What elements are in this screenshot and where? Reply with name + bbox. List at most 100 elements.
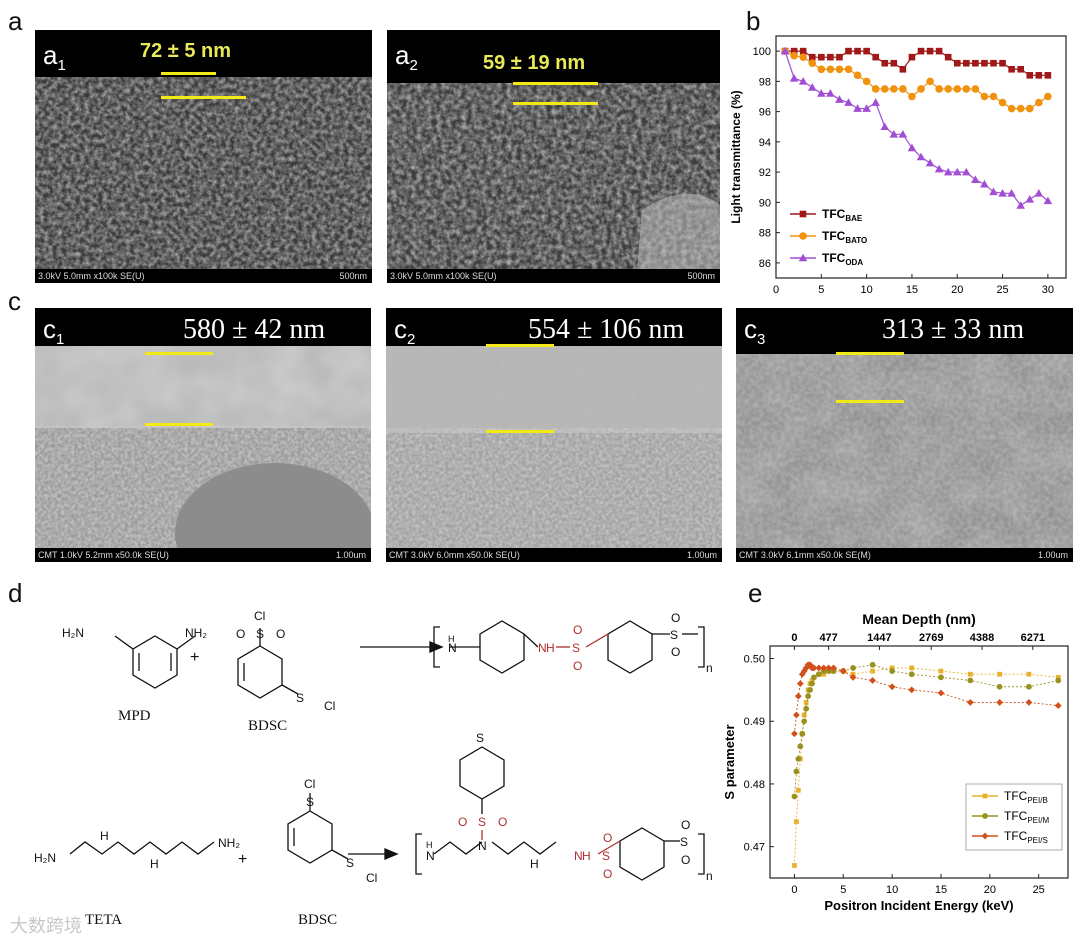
mpd-structure [114, 635, 196, 689]
legend-marker [799, 232, 807, 240]
sulfonyl-s: S [670, 628, 678, 642]
data-point [1044, 72, 1052, 79]
data-point [835, 95, 844, 103]
x2-tick-label: 1447 [867, 632, 891, 644]
legend-box [965, 783, 1063, 851]
data-point [1025, 699, 1033, 706]
thickness-label-a1: 72 ± 5 nm [140, 40, 232, 62]
data-point [826, 89, 835, 97]
teta-structure [69, 841, 215, 855]
data-point [805, 693, 812, 700]
data-point [1054, 702, 1062, 709]
sulfonyl-s: S [306, 795, 314, 809]
data-point [795, 787, 801, 793]
data-point [807, 83, 817, 91]
x2-tick-label: 4388 [970, 632, 994, 644]
data-point [908, 53, 916, 61]
data-point [791, 730, 798, 738]
tertiary-n: N [478, 839, 487, 853]
data-point [826, 65, 835, 74]
legend-label: TFCODA [822, 251, 863, 267]
data-point [862, 104, 871, 112]
sem-info-text: 3.0kV 5.0mm x100k SE(U) [38, 271, 145, 281]
data-point [790, 51, 798, 60]
legend-sub: PEI/M [1027, 816, 1049, 825]
sublabel-a1: a1 [43, 40, 66, 75]
data-point [830, 664, 837, 672]
thickness-marker-bottom [145, 423, 213, 426]
data-point [803, 700, 809, 705]
data-point [999, 59, 1006, 67]
scale-bar-label: 1.00um [1037, 550, 1068, 560]
data-point [1034, 189, 1044, 197]
data-point [853, 71, 862, 80]
legend-sub: PEI/B [1027, 796, 1047, 805]
data-point [963, 59, 970, 67]
data-point [798, 670, 806, 678]
data-point [817, 89, 826, 97]
plot-frame [775, 35, 1067, 279]
oxygen: O [236, 627, 245, 641]
data-point [871, 98, 880, 106]
watermark: 大数跨境 [10, 916, 82, 936]
data-point [880, 122, 890, 131]
sem-image-c1: c1 580 ± 42 nm CMT 1.0kV 5.2mm x50.0k SE… [35, 308, 371, 562]
data-point [952, 167, 962, 176]
x-tick-label: 15 [935, 884, 947, 896]
chloro-group: Cl [366, 871, 377, 885]
data-point [909, 665, 915, 671]
data-point [953, 85, 962, 93]
data-point [836, 53, 843, 61]
data-point [937, 689, 945, 697]
reaction-scheme: H₂N NH₂ + Cl S O O S Cl N H S O O n H₂N … [34, 609, 713, 885]
data-point [1055, 677, 1062, 684]
y-tick-label: 0.50 [744, 654, 765, 666]
data-point [797, 743, 804, 750]
data-point [850, 665, 856, 671]
sem-info-bar: CMT 3.0kV 6.1mm x50.0k SE(M) 1.00um [736, 548, 1073, 562]
x-tick-label: 10 [861, 284, 873, 296]
sem-texture [386, 308, 722, 562]
y-axis-label: S parameter [722, 724, 737, 799]
thickness-marker-bottom [161, 96, 246, 99]
data-point [839, 667, 847, 675]
x-tick-label: 25 [1033, 884, 1045, 896]
y-axis-label: Light transmittance (%) [729, 90, 743, 223]
data-point [925, 158, 935, 167]
data-point [889, 668, 896, 674]
data-point [792, 863, 797, 868]
x2-tick-label: 477 [819, 632, 837, 644]
data-point [926, 77, 934, 86]
sulfonyl-s: S [602, 849, 610, 863]
legend-sub: BATO [845, 236, 867, 245]
y-tick-label: 100 [753, 46, 771, 58]
data-point [967, 677, 974, 684]
data-point [798, 77, 808, 85]
amine-group: NH₂ [185, 626, 207, 640]
data-point [1026, 671, 1032, 677]
sem-texture [35, 308, 371, 562]
chart-e-s-parameter: 0 5 10 15 20 25 0.47 0.48 0.49 0.50 0 477 1447 2769 43… [722, 611, 1069, 913]
data-point [844, 65, 853, 74]
oxygen: O [458, 815, 467, 829]
label-bdsc-1: BDSC [248, 718, 288, 734]
sulfonyl-s: S [478, 815, 486, 829]
label-teta: TETA [85, 912, 123, 928]
data-point [998, 189, 1007, 197]
data-point [817, 65, 826, 74]
data-point [1026, 72, 1034, 79]
sublabel-c1: c1 [43, 314, 65, 349]
scale-bar-label: 1.00um [686, 550, 717, 560]
data-point [827, 53, 834, 61]
data-point [917, 47, 925, 55]
sem-image-c3: c3 313 ± 33 nm CMT 3.0kV 6.1mm x50.0k SE… [736, 308, 1073, 562]
data-point [853, 104, 862, 112]
thickness-marker-top [161, 72, 216, 75]
x2-tick-label: 6271 [1021, 632, 1045, 644]
legend-marker [982, 793, 988, 799]
y-tick-label: 0.48 [744, 779, 765, 791]
thickness-label-c1: 580 ± 42 nm [183, 314, 326, 345]
thickness-marker-top [486, 344, 554, 347]
data-point [1025, 195, 1035, 203]
data-point [821, 671, 827, 677]
